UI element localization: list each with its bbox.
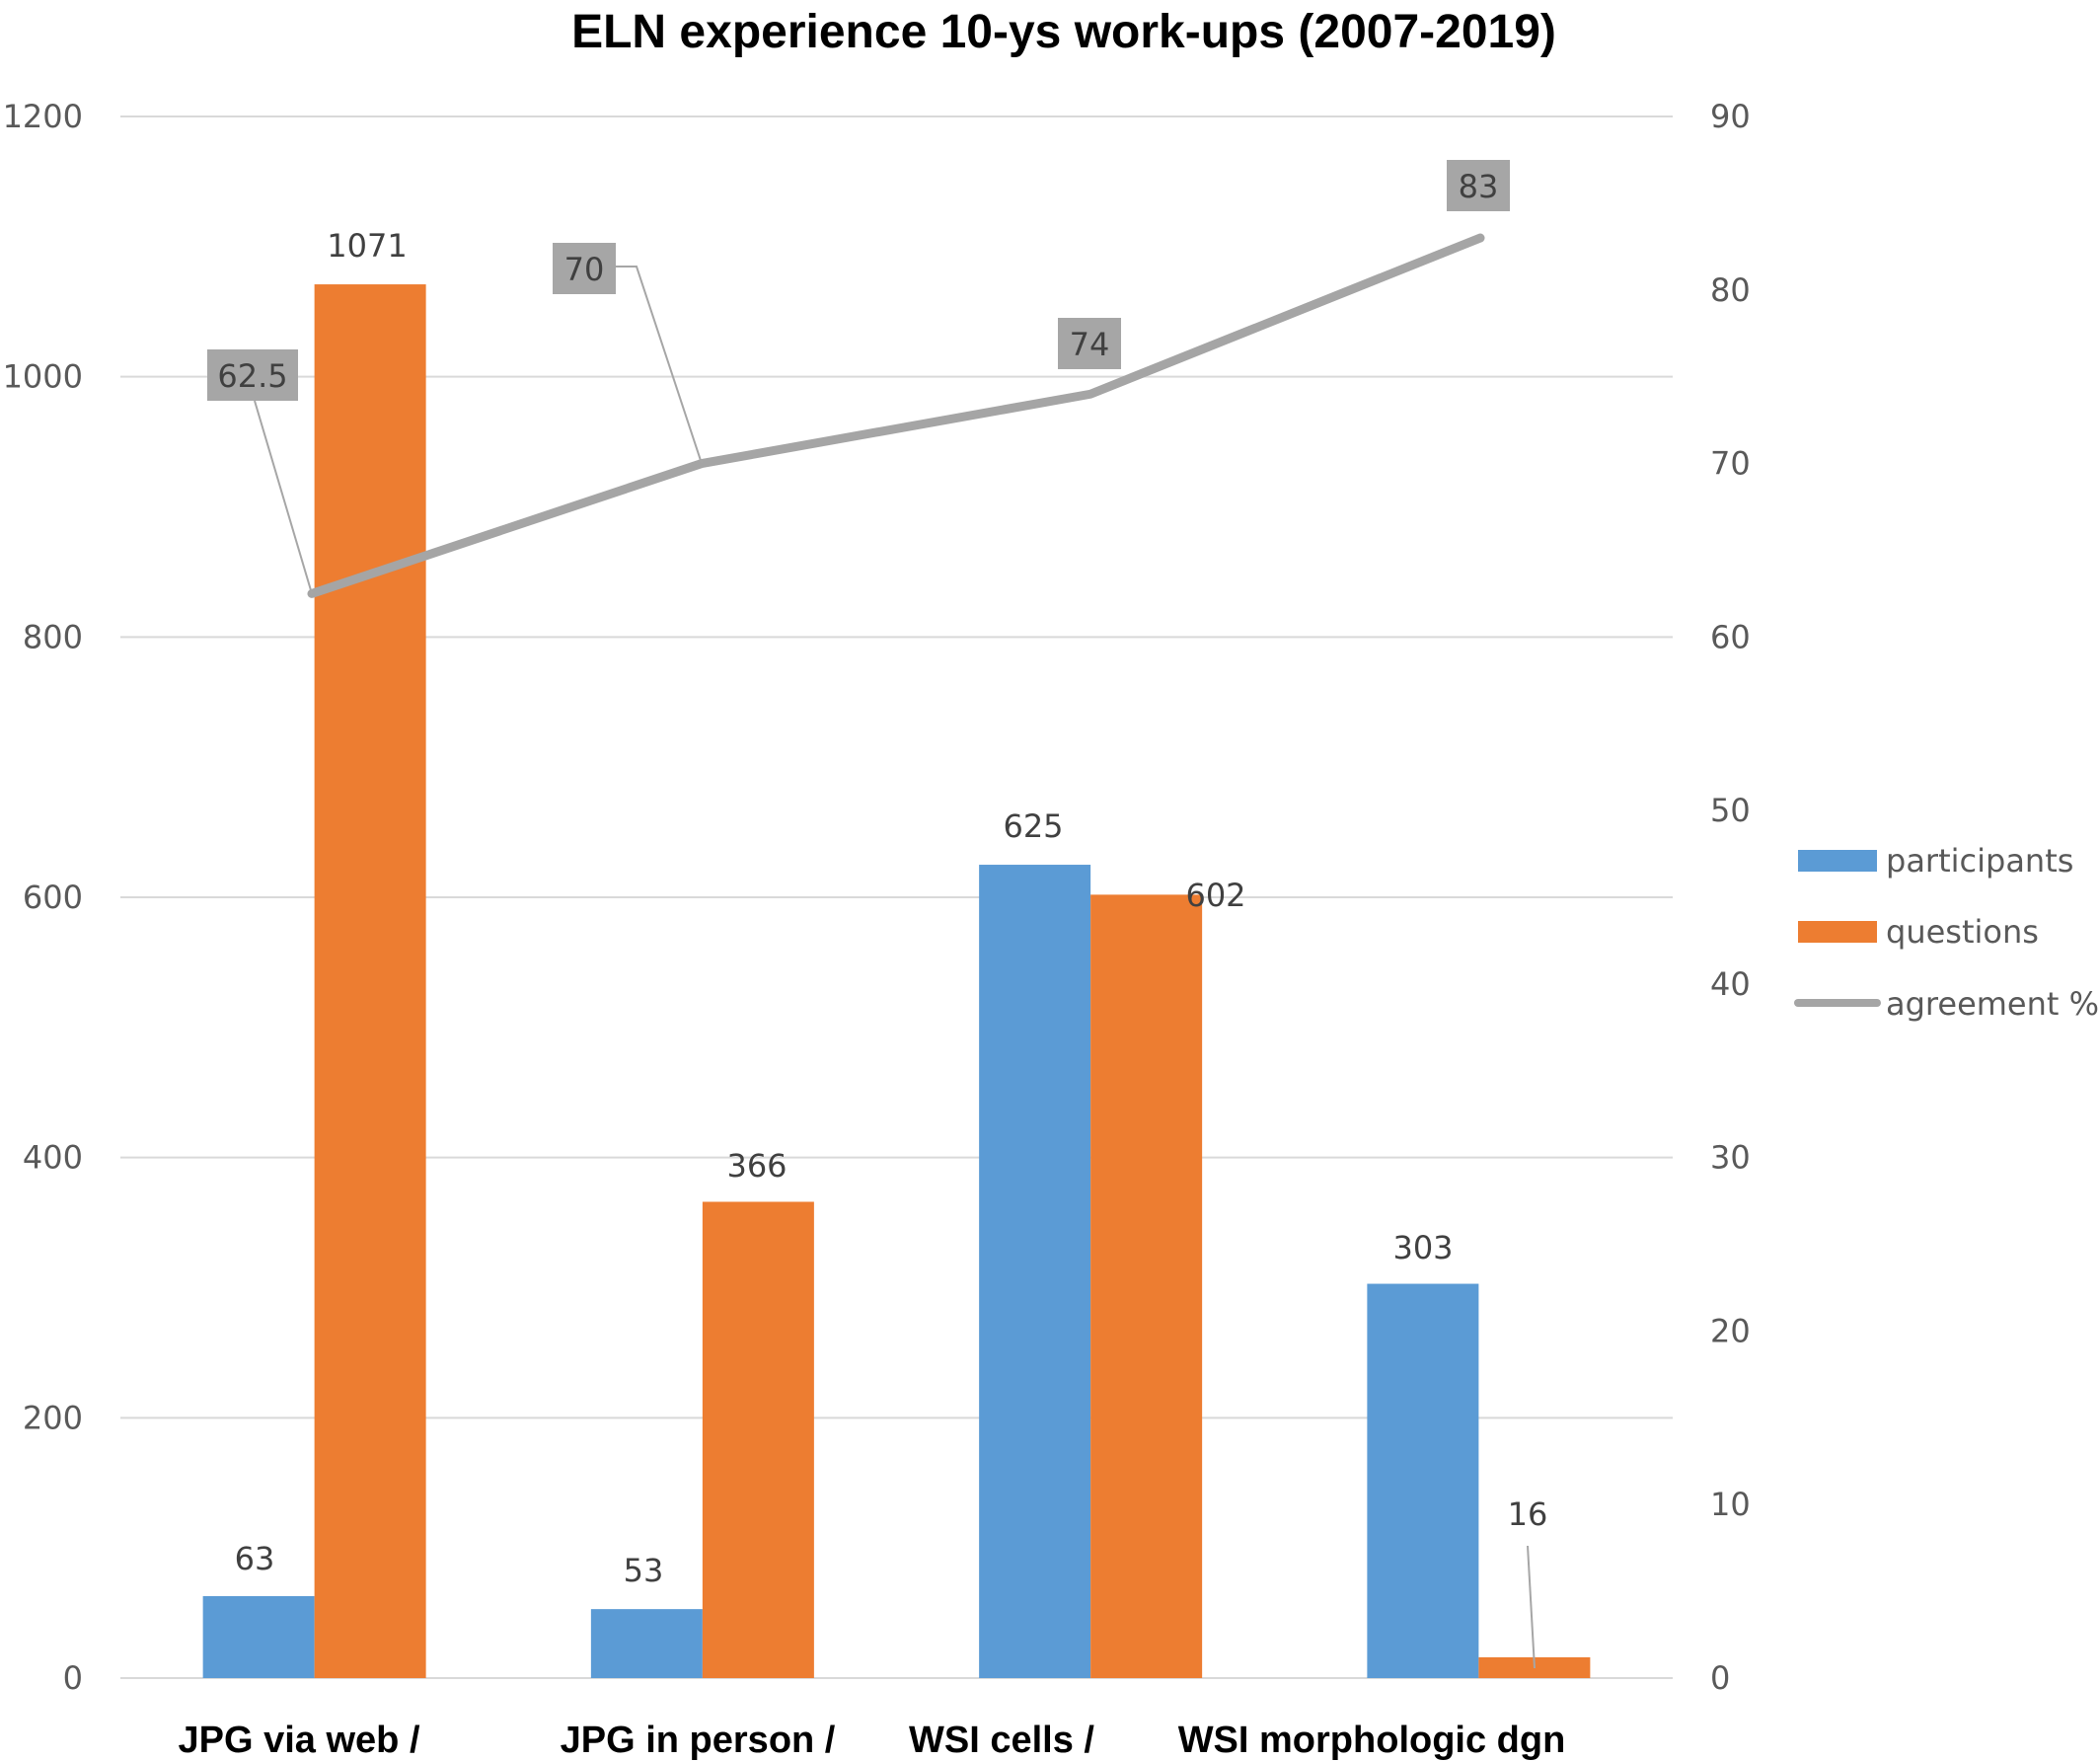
bar-questions xyxy=(314,284,426,1679)
right-tick-label: 70 xyxy=(1710,445,1751,483)
left-tick-label: 1200 xyxy=(3,98,83,135)
bar-questions xyxy=(1090,894,1203,1678)
left-tick-label: 800 xyxy=(23,618,83,655)
bar-participants xyxy=(202,1595,315,1678)
left-axis-ticks: 0 200 400 600 800 1000 1200 xyxy=(3,98,83,1697)
leader-line xyxy=(1527,1545,1536,1669)
legend: participants questions agreement % xyxy=(1794,842,2099,1023)
right-tick-label: 20 xyxy=(1710,1312,1751,1349)
right-tick-label: 10 xyxy=(1710,1486,1751,1523)
bar-participants xyxy=(979,865,1091,1678)
callout-leader xyxy=(254,400,313,594)
legend-label-agreement: agreement % xyxy=(1886,985,2099,1023)
left-tick-label: 0 xyxy=(63,1659,83,1697)
bar-participants xyxy=(1367,1283,1479,1678)
bar-series xyxy=(202,284,1591,1679)
right-tick-label: 50 xyxy=(1710,792,1751,829)
left-tick-label: 400 xyxy=(23,1139,83,1177)
callout-box xyxy=(207,349,298,401)
right-tick-label: 80 xyxy=(1710,271,1751,309)
category-label: WSI cells / xyxy=(909,1720,1094,1761)
data-label-participants: 303 xyxy=(1392,1229,1453,1266)
data-label-questions: 366 xyxy=(726,1147,787,1185)
agreement-line-series xyxy=(307,233,1485,598)
agreement-data-label: 74 xyxy=(1070,326,1110,363)
category-label: WSI morphologic dgn xyxy=(1178,1720,1566,1761)
bar-data-labels: 63 53 625 303 1071 366 602 16 xyxy=(235,227,1548,1669)
agreement-data-label: 62.5 xyxy=(217,357,287,395)
callout-box xyxy=(1058,318,1121,369)
right-tick-label: 40 xyxy=(1710,965,1751,1003)
agreement-line xyxy=(307,233,1485,598)
callout-box xyxy=(1447,160,1510,211)
legend-label-questions: questions xyxy=(1886,913,2039,951)
right-tick-label: 90 xyxy=(1710,98,1751,135)
data-label-participants: 625 xyxy=(1003,807,1063,845)
right-tick-label: 30 xyxy=(1710,1139,1751,1177)
data-label-participants: 63 xyxy=(235,1540,275,1577)
right-tick-label: 60 xyxy=(1710,618,1751,655)
agreement-data-label: 83 xyxy=(1459,168,1499,205)
data-label-questions: 16 xyxy=(1508,1495,1548,1533)
chart-title: ELN experience 10-ys work-ups (2007-2019… xyxy=(571,6,1556,58)
agreement-data-label: 70 xyxy=(564,251,605,288)
legend-label-participants: participants xyxy=(1886,842,2073,880)
bar-questions xyxy=(702,1201,814,1678)
left-tick-label: 200 xyxy=(23,1399,83,1436)
data-label-questions: 1071 xyxy=(327,227,407,265)
left-tick-label: 600 xyxy=(23,879,83,916)
data-label-participants: 53 xyxy=(624,1552,664,1589)
right-tick-label: 0 xyxy=(1710,1659,1730,1697)
left-tick-label: 1000 xyxy=(3,358,83,396)
legend-swatch-participants xyxy=(1798,850,1877,872)
category-labels: JPG via web / JPG in person / WSI cells / W… xyxy=(179,1720,1566,1761)
category-label: JPG in person / xyxy=(561,1720,836,1761)
legend-swatch-questions xyxy=(1798,921,1877,943)
data-label-questions: 602 xyxy=(1185,877,1245,914)
callout-leader xyxy=(616,266,703,464)
category-label: JPG via web / xyxy=(179,1720,420,1761)
bar-participants xyxy=(590,1609,703,1678)
callout-box xyxy=(553,243,616,294)
agreement-callouts: 62.5 70 74 83 xyxy=(207,160,1510,594)
right-axis-ticks: 0 10 20 30 40 50 60 70 80 90 xyxy=(1710,98,1751,1697)
